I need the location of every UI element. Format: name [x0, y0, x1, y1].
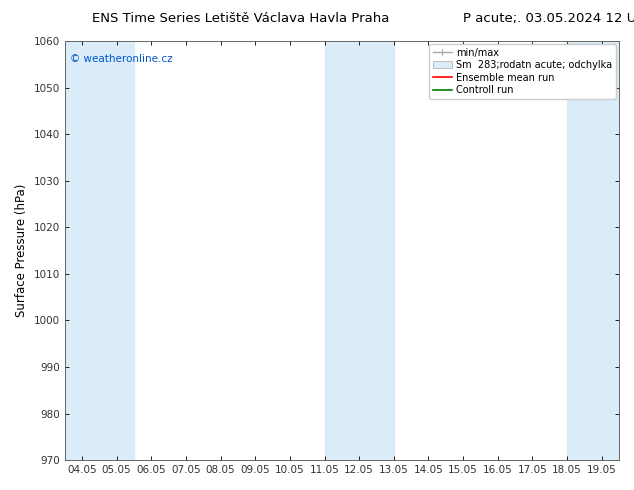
- Legend: min/max, Sm  283;rodatn acute; odchylka, Ensemble mean run, Controll run: min/max, Sm 283;rodatn acute; odchylka, …: [429, 44, 616, 99]
- Text: P acute;. 03.05.2024 12 UTC: P acute;. 03.05.2024 12 UTC: [463, 12, 634, 25]
- Bar: [65, 41, 134, 460]
- Bar: [567, 41, 619, 460]
- Y-axis label: Surface Pressure (hPa): Surface Pressure (hPa): [15, 184, 28, 318]
- Text: ENS Time Series Letiště Václava Havla Praha: ENS Time Series Letiště Václava Havla Pr…: [92, 12, 390, 25]
- Text: © weatheronline.cz: © weatheronline.cz: [70, 53, 173, 64]
- Bar: [325, 41, 394, 460]
